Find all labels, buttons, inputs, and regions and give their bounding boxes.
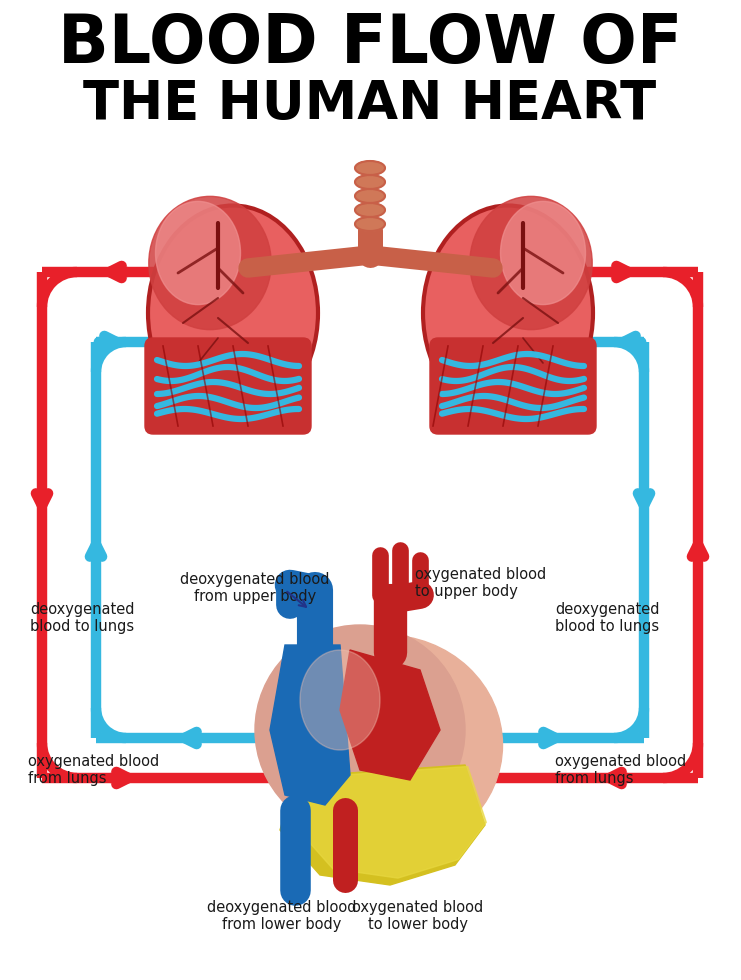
Text: deoxygenated
blood to lungs: deoxygenated blood to lungs: [555, 602, 659, 634]
Text: oxygenated blood
to upper body: oxygenated blood to upper body: [415, 567, 546, 600]
Text: deoxygenated
blood to lungs: deoxygenated blood to lungs: [30, 602, 135, 634]
Ellipse shape: [300, 650, 380, 750]
Ellipse shape: [355, 203, 385, 217]
Text: oxygenated blood
from lungs: oxygenated blood from lungs: [555, 754, 686, 786]
Text: BLOOD FLOW OF: BLOOD FLOW OF: [58, 11, 682, 77]
Ellipse shape: [148, 206, 318, 420]
Text: oxygenated blood
from lungs: oxygenated blood from lungs: [28, 754, 159, 786]
Ellipse shape: [470, 196, 592, 329]
Ellipse shape: [355, 175, 385, 189]
Polygon shape: [270, 645, 350, 805]
Ellipse shape: [268, 635, 502, 855]
Text: oxygenated blood
to lower body: oxygenated blood to lower body: [353, 900, 484, 932]
Polygon shape: [296, 766, 486, 878]
Ellipse shape: [255, 625, 465, 835]
Polygon shape: [340, 650, 440, 780]
Ellipse shape: [355, 189, 385, 203]
Ellipse shape: [500, 202, 585, 305]
Ellipse shape: [149, 196, 271, 329]
Text: deoxygenated blood
from upper body: deoxygenated blood from upper body: [180, 572, 330, 605]
Ellipse shape: [355, 161, 385, 175]
Text: deoxygenated blood
from lower body: deoxygenated blood from lower body: [207, 900, 356, 932]
Text: THE HUMAN HEART: THE HUMAN HEART: [84, 78, 657, 130]
FancyBboxPatch shape: [430, 338, 596, 434]
FancyBboxPatch shape: [145, 338, 311, 434]
Ellipse shape: [355, 217, 385, 231]
Ellipse shape: [156, 202, 241, 305]
Polygon shape: [280, 765, 485, 885]
Ellipse shape: [423, 206, 593, 420]
